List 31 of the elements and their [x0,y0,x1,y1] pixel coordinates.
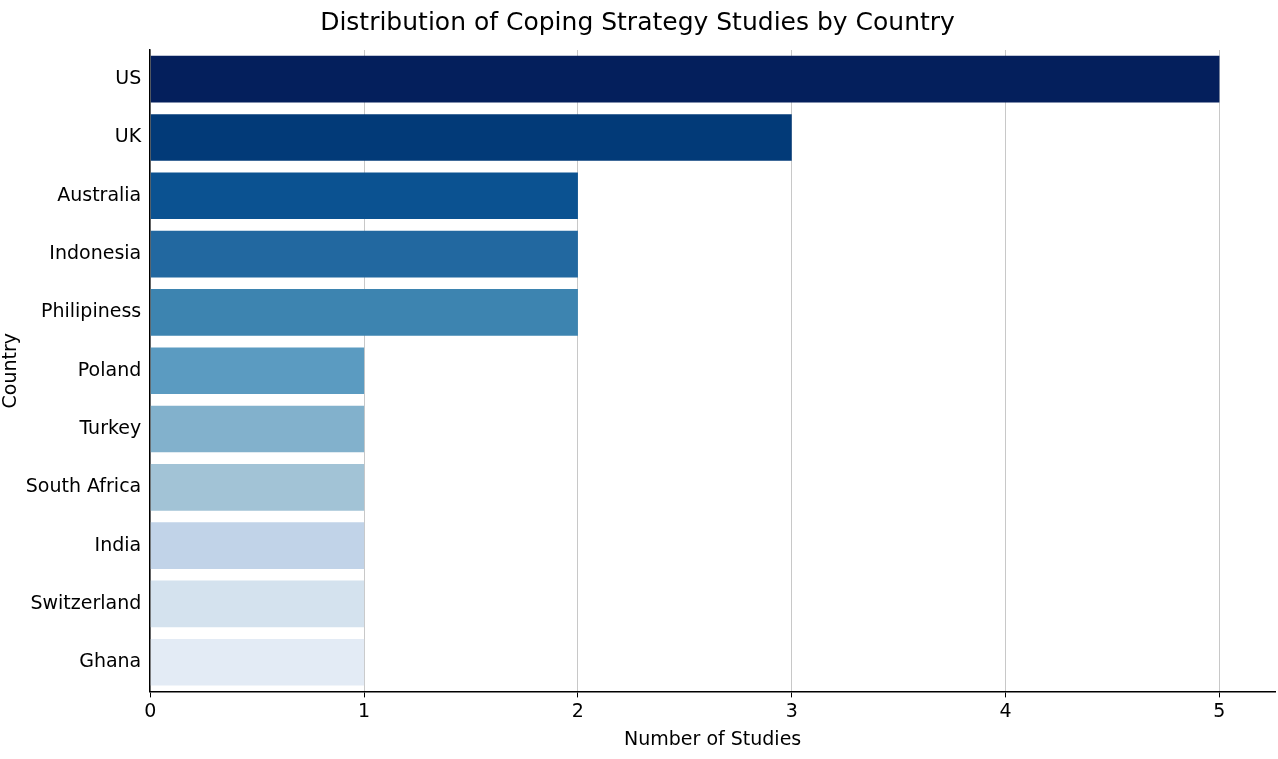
x-axis-title: Number of Studies [624,726,802,749]
y-tick-label: UK [114,124,142,147]
bar [150,172,578,220]
x-tick-label: 0 [144,698,157,721]
bar [150,464,365,511]
bar [150,289,578,336]
bar [150,522,365,569]
bar [150,230,578,278]
x-tick-label: 1 [358,698,371,721]
x-tick-label: 3 [785,698,798,721]
bar [150,405,365,453]
y-tick-label: Ghana [79,649,142,672]
y-axis-title: Country [0,332,21,409]
bar [150,114,792,161]
y-tick-label: Poland [77,357,142,380]
y-tick-label: Turkey [78,415,142,438]
y-tick-label: Indonesia [49,241,142,264]
y-tick-label: Switzerland [30,590,142,613]
x-tick-label: 2 [571,698,584,721]
bar [150,638,365,686]
y-tick-label: Australia [57,182,142,205]
y-tick-label: Philipiness [41,299,142,322]
bar [150,347,365,395]
y-tick-label: US [115,66,142,89]
bar [150,580,365,628]
y-tick-label: India [94,532,142,555]
y-tick-label: South Africa [25,474,142,497]
x-tick-label: 5 [1213,698,1226,721]
chart-title: Distribution of Coping Strategy Studies by Country [320,6,956,36]
bar [150,55,1220,103]
x-tick-label: 4 [999,698,1012,721]
